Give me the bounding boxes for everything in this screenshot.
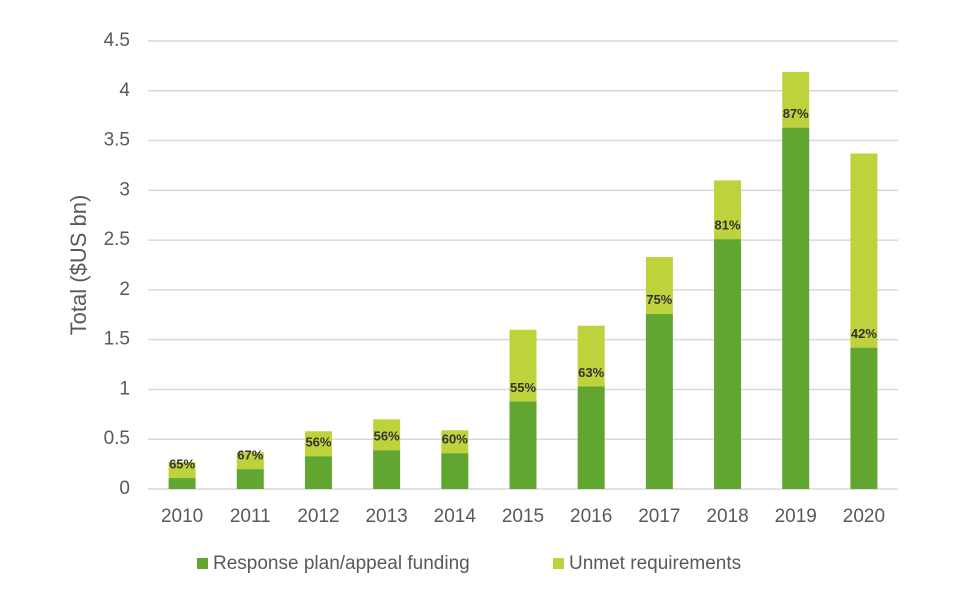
x-tick-label: 2010 <box>161 506 203 527</box>
bar-segment <box>441 453 469 489</box>
bar-annotation: 42% <box>851 326 877 341</box>
y-tick-label: 1.5 <box>104 329 130 350</box>
bar-segment <box>577 325 605 387</box>
bar-segment <box>782 127 810 489</box>
legend-label: Unmet requirements <box>569 553 741 574</box>
x-tick-label: 2015 <box>502 506 544 527</box>
bar-segment <box>782 71 810 128</box>
y-tick-label: 2.5 <box>104 229 130 250</box>
bar-segment <box>509 329 537 402</box>
bar-segment <box>304 431 332 457</box>
bar-annotation: 63% <box>578 365 604 380</box>
bar-annotation: 56% <box>374 429 400 444</box>
x-tick-label: 2012 <box>297 506 339 527</box>
bar-segment <box>714 239 742 489</box>
bar-segment <box>373 450 401 489</box>
legend-swatch <box>197 558 208 569</box>
y-tick-label: 1 <box>119 378 130 399</box>
bar-annotation: 55% <box>510 380 536 395</box>
bar-segment <box>236 452 264 470</box>
bar-segment <box>645 313 673 489</box>
bar-segment <box>236 469 264 489</box>
bar-segment <box>714 180 742 240</box>
y-tick-label: 0 <box>119 478 130 499</box>
x-tick-label: 2014 <box>434 506 477 527</box>
bar-segment <box>645 257 673 314</box>
bar-annotation: 56% <box>305 435 331 450</box>
bar-segment <box>168 478 196 489</box>
y-axis-title: Total ($US bn) <box>66 195 91 336</box>
bar-segment <box>850 153 878 348</box>
y-tick-label: 3.5 <box>104 130 130 151</box>
x-tick-label: 2011 <box>230 506 271 527</box>
x-tick-label: 2020 <box>843 506 885 527</box>
bar-segment <box>168 462 196 479</box>
bar-annotation: 67% <box>237 448 263 463</box>
bar-annotation: 75% <box>646 292 672 307</box>
bar-annotation: 65% <box>169 456 195 471</box>
x-tick-label: 2017 <box>638 506 680 527</box>
bar-segment <box>441 430 469 454</box>
y-tick-label: 3 <box>119 179 130 200</box>
x-tick-label: 2018 <box>706 506 748 527</box>
bar-annotation: 87% <box>783 106 809 121</box>
x-tick-label: 2019 <box>775 506 817 527</box>
y-tick-label: 4.5 <box>104 30 130 51</box>
x-tick-label: 2013 <box>365 506 407 527</box>
y-tick-label: 4 <box>119 80 130 101</box>
legend-label: Response plan/appeal funding <box>213 553 470 574</box>
legend-swatch <box>553 558 564 569</box>
bar-annotation: 60% <box>442 432 468 447</box>
bar-segment <box>304 456 332 489</box>
bar-segment <box>577 386 605 489</box>
y-tick-label: 0.5 <box>104 428 130 449</box>
y-tick-label: 2 <box>119 279 130 300</box>
bar-annotation: 81% <box>715 218 741 233</box>
bar-segment <box>850 347 878 489</box>
bar-segment <box>373 419 401 451</box>
bar-segment <box>509 401 537 489</box>
x-tick-label: 2016 <box>570 506 612 527</box>
